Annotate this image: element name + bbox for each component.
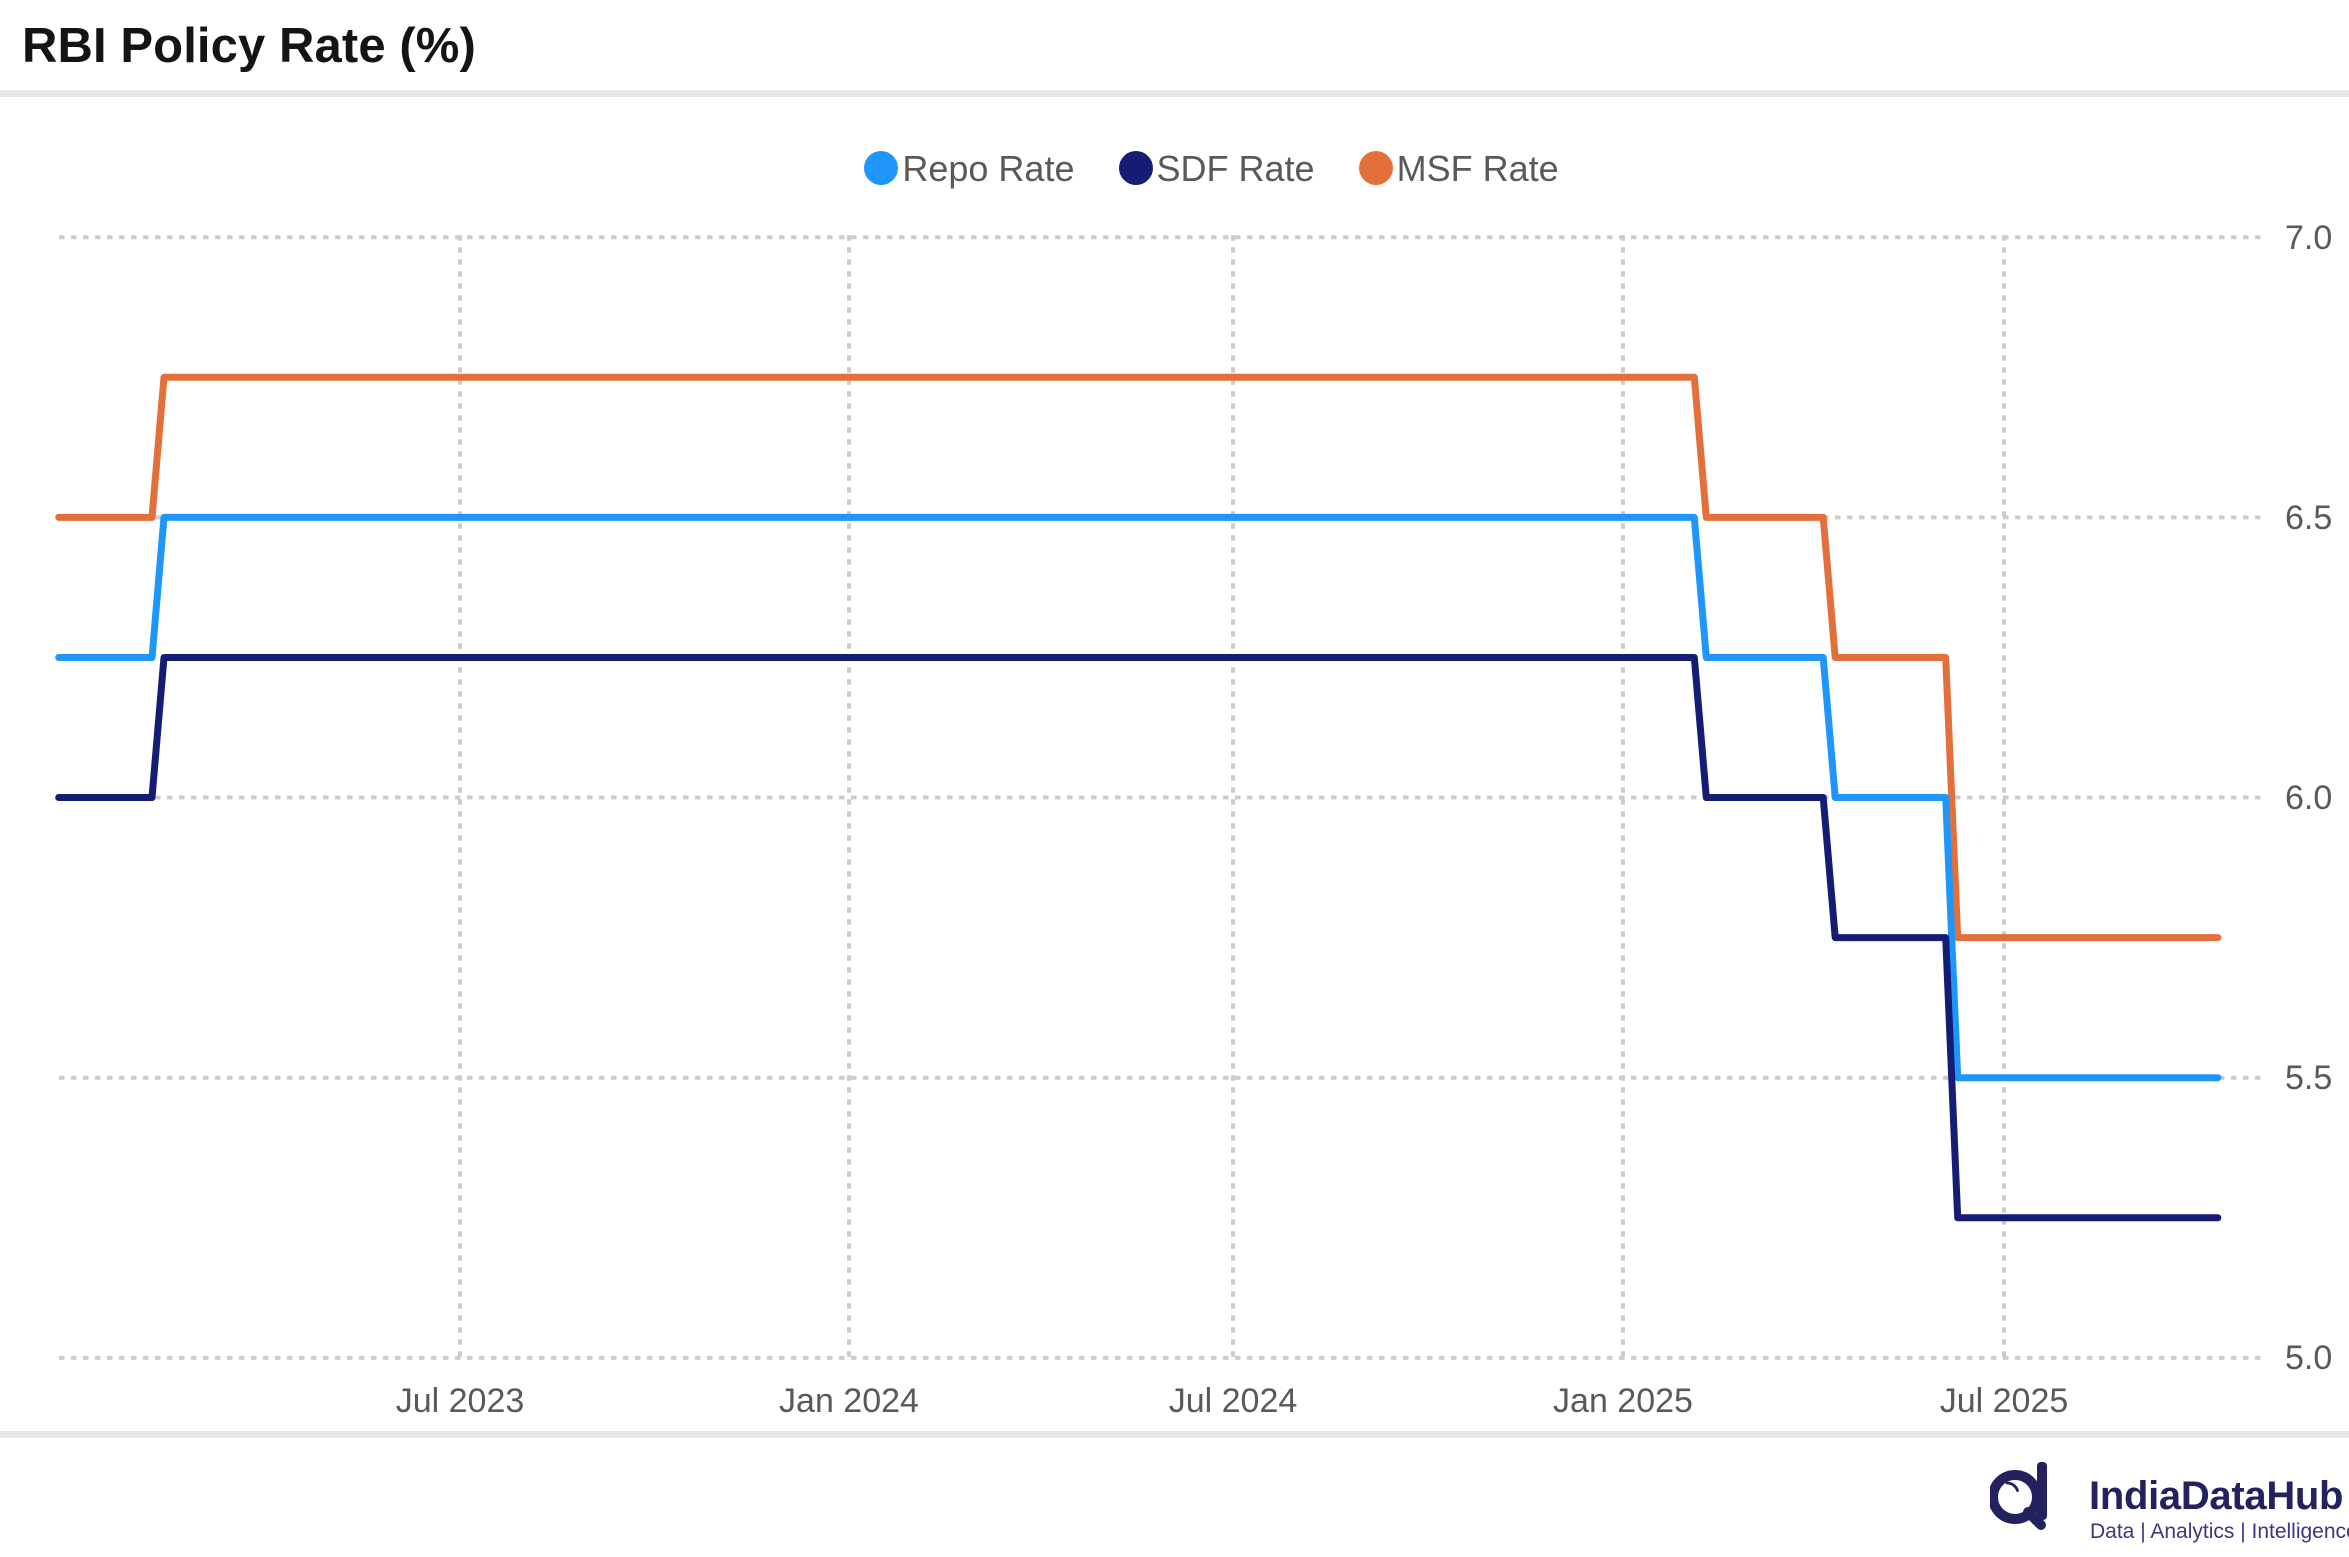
svg-text:Jul 2023: Jul 2023 bbox=[396, 1382, 525, 1420]
svg-text:Jan 2024: Jan 2024 bbox=[779, 1382, 919, 1420]
svg-text:5.0: 5.0 bbox=[2285, 1339, 2332, 1377]
svg-text:Jul 2025: Jul 2025 bbox=[1940, 1382, 2069, 1420]
svg-text:7.0: 7.0 bbox=[2285, 219, 2332, 257]
svg-text:5.5: 5.5 bbox=[2285, 1059, 2332, 1097]
svg-text:6.5: 6.5 bbox=[2285, 499, 2332, 537]
svg-text:Jul 2024: Jul 2024 bbox=[1169, 1382, 1298, 1420]
svg-text:IndiaDataHub: IndiaDataHub bbox=[2089, 1474, 2343, 1518]
svg-text:Data | Analytics | Intelligenc: Data | Analytics | Intelligence bbox=[2090, 1520, 2349, 1543]
svg-text:Jan 2025: Jan 2025 bbox=[1553, 1382, 1693, 1420]
svg-text:6.0: 6.0 bbox=[2285, 779, 2332, 817]
